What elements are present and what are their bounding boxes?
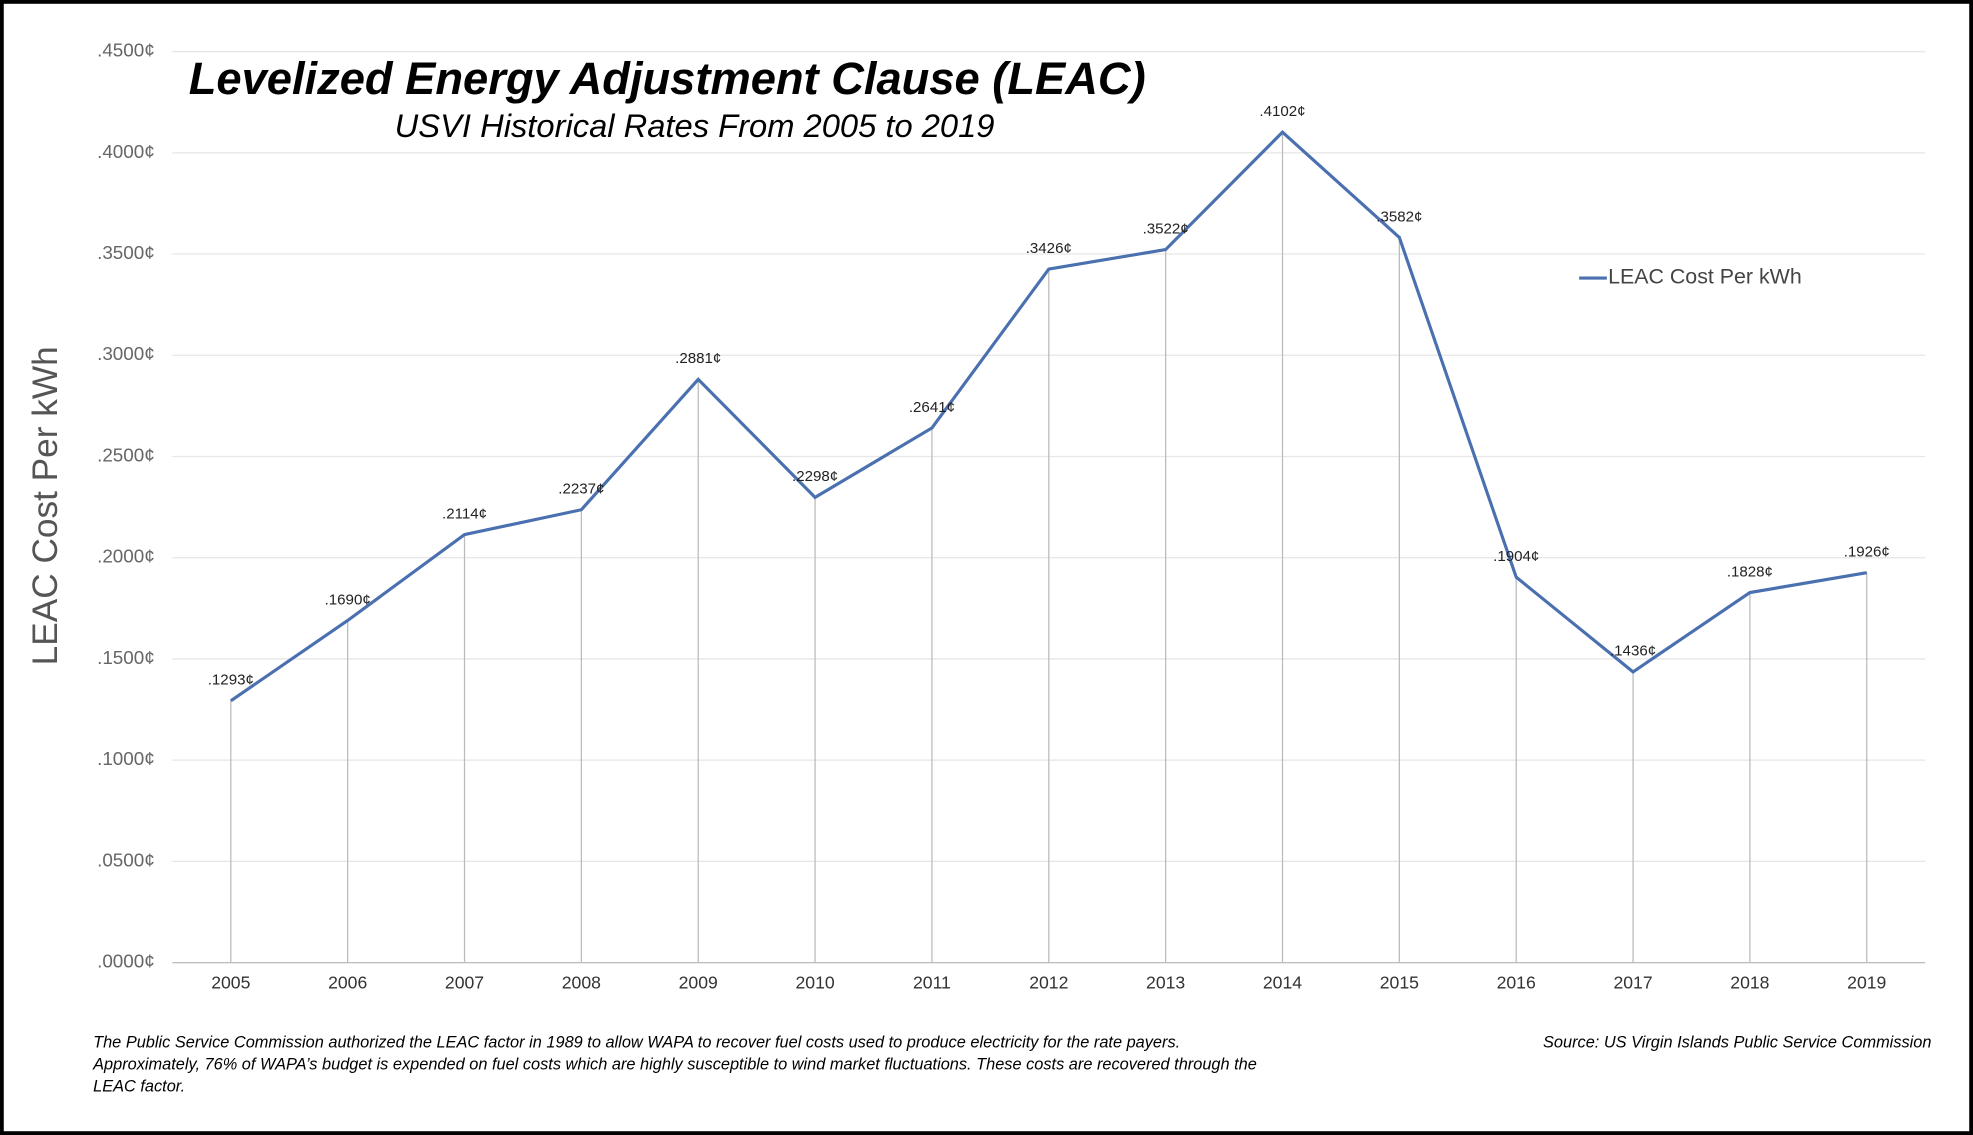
x-tick-label: 2018 bbox=[1730, 973, 1769, 993]
data-label: .1926¢ bbox=[1844, 544, 1890, 561]
x-tick-label: 2006 bbox=[328, 973, 367, 993]
x-tick-label: 2015 bbox=[1380, 973, 1419, 993]
source: Source: US Virgin Islands Public Service… bbox=[1543, 1033, 1931, 1051]
footnote: LEAC factor. bbox=[93, 1077, 185, 1095]
x-tick-label: 2012 bbox=[1029, 973, 1068, 993]
data-label: .1828¢ bbox=[1727, 563, 1773, 580]
x-tick-label: 2017 bbox=[1613, 973, 1652, 993]
footnote: Approximately, 76% of WAPA’s budget is e… bbox=[92, 1055, 1257, 1073]
data-label: .2881¢ bbox=[675, 350, 721, 367]
data-label: .2641¢ bbox=[909, 399, 955, 416]
x-tick-label: 2010 bbox=[795, 973, 834, 993]
y-tick-label: .2000¢ bbox=[97, 546, 155, 567]
data-label: .4102¢ bbox=[1259, 103, 1305, 120]
y-tick-label: .4500¢ bbox=[97, 40, 155, 61]
x-tick-label: 2019 bbox=[1847, 973, 1886, 993]
data-label: .3522¢ bbox=[1143, 220, 1189, 237]
data-label: .2237¢ bbox=[558, 481, 604, 498]
data-label: .3426¢ bbox=[1026, 240, 1072, 257]
data-label: .2114¢ bbox=[442, 505, 487, 522]
x-tick-label: 2016 bbox=[1497, 973, 1536, 993]
data-label: .2298¢ bbox=[792, 468, 838, 485]
x-tick-label: 2013 bbox=[1146, 973, 1185, 993]
data-label: .1904¢ bbox=[1493, 548, 1539, 565]
footnote: The Public Service Commission authorized… bbox=[93, 1033, 1180, 1051]
x-tick-label: 2008 bbox=[562, 973, 601, 993]
series-line bbox=[229, 130, 1868, 703]
x-tick-label: 2007 bbox=[445, 973, 484, 993]
y-tick-label: .3500¢ bbox=[97, 242, 155, 263]
y-axis-label: LEAC Cost Per kWh bbox=[26, 346, 65, 665]
y-tick-label: .4000¢ bbox=[97, 141, 155, 162]
chart-subtitle: USVI Historical Rates From 2005 to 2019 bbox=[395, 107, 995, 144]
y-tick-label: .3000¢ bbox=[97, 343, 155, 364]
y-tick-label: .0500¢ bbox=[97, 849, 155, 870]
data-label: .1690¢ bbox=[325, 591, 371, 608]
legend-label: LEAC Cost Per kWh bbox=[1608, 265, 1802, 289]
x-tick-label: 2009 bbox=[679, 973, 718, 993]
y-tick-label: .2500¢ bbox=[97, 444, 155, 465]
y-tick-label: .0000¢ bbox=[97, 951, 155, 972]
y-tick-label: .1000¢ bbox=[97, 748, 155, 769]
data-label: .1436¢ bbox=[1610, 643, 1656, 660]
data-label: .1293¢ bbox=[208, 672, 254, 689]
data-label: .3582¢ bbox=[1376, 208, 1422, 225]
x-tick-label: 2005 bbox=[211, 973, 250, 993]
x-tick-label: 2014 bbox=[1263, 973, 1302, 993]
y-tick-label: .1500¢ bbox=[97, 647, 155, 668]
x-tick-label: 2011 bbox=[913, 973, 951, 993]
chart-title: Levelized Energy Adjustment Clause (LEAC… bbox=[189, 53, 1146, 104]
